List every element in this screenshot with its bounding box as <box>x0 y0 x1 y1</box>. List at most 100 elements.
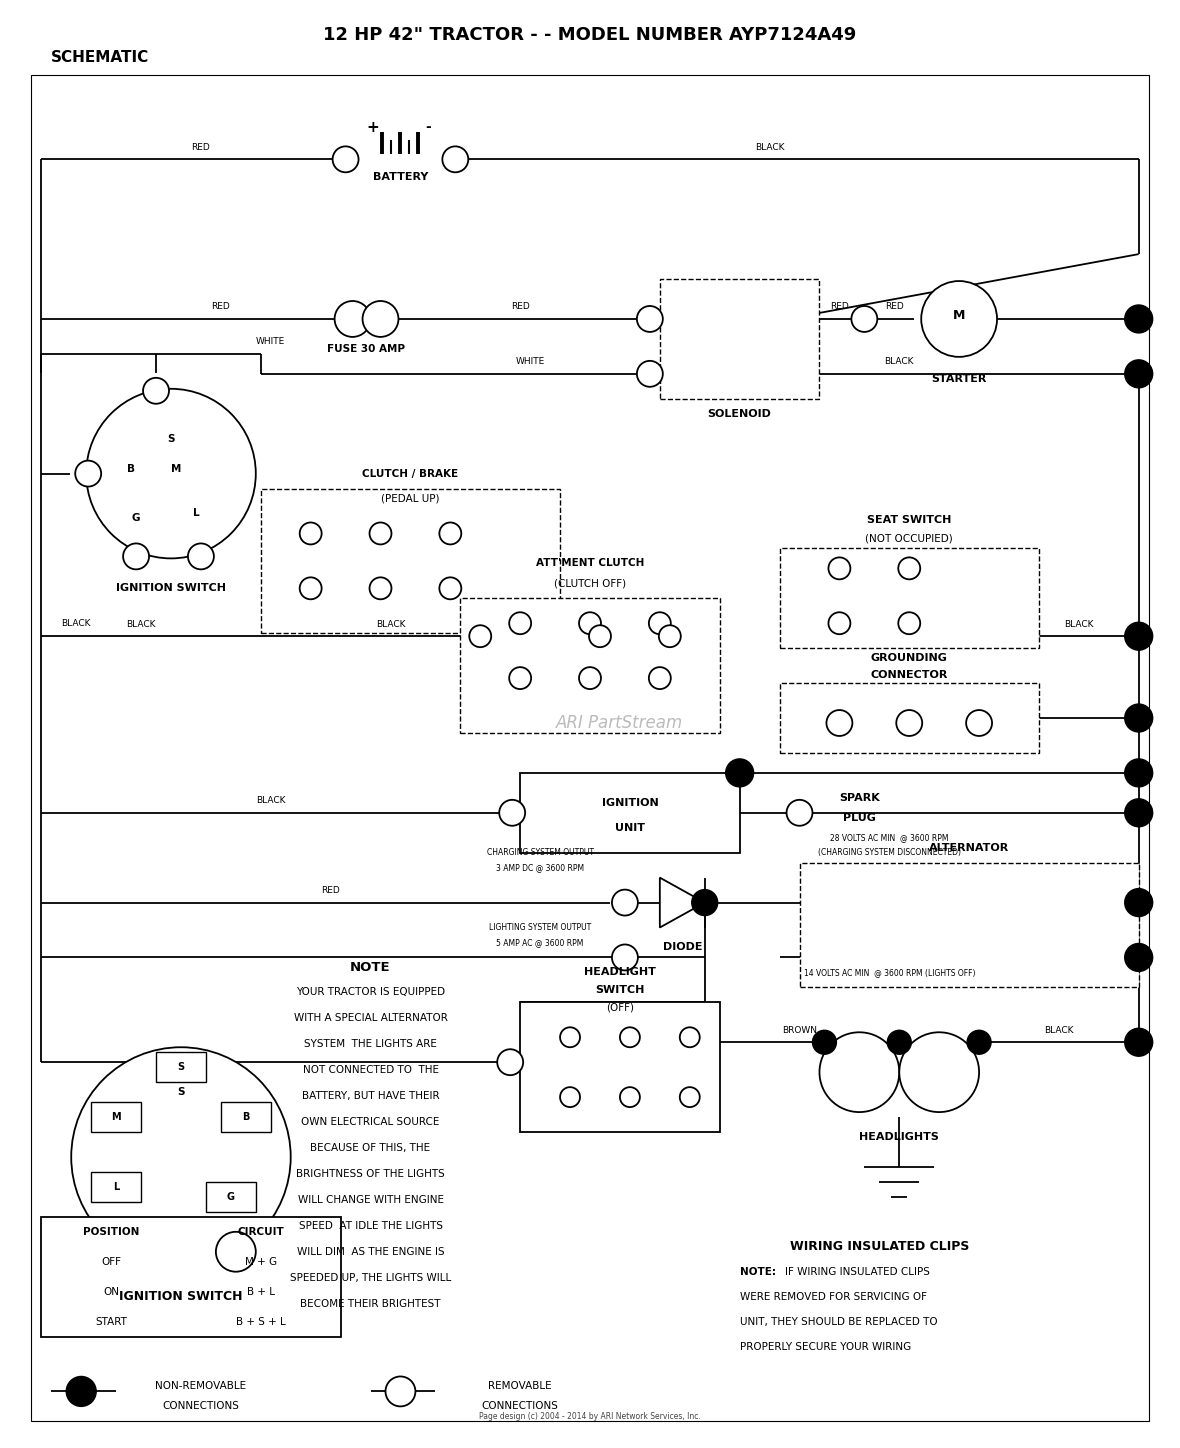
Bar <box>91 1102 142 1132</box>
Text: RED: RED <box>191 143 210 152</box>
Bar <box>800 863 1139 988</box>
Circle shape <box>439 523 461 544</box>
Bar <box>156 1053 205 1082</box>
Circle shape <box>66 1377 96 1406</box>
Circle shape <box>819 1032 899 1112</box>
Circle shape <box>787 799 813 825</box>
Text: WERE REMOVED FOR SERVICING OF: WERE REMOVED FOR SERVICING OF <box>740 1292 926 1302</box>
Bar <box>41 1216 341 1337</box>
Text: PLUG: PLUG <box>843 812 876 822</box>
Circle shape <box>188 543 214 569</box>
Text: BECOME THEIR BRIGHTEST: BECOME THEIR BRIGHTEST <box>300 1299 441 1309</box>
Text: BRIGHTNESS OF THE LIGHTS: BRIGHTNESS OF THE LIGHTS <box>296 1169 445 1179</box>
Circle shape <box>612 944 638 970</box>
Circle shape <box>813 1031 837 1054</box>
Text: G: G <box>132 514 140 524</box>
Circle shape <box>897 710 923 736</box>
Text: RED: RED <box>211 303 230 311</box>
Text: 3 AMP DC @ 3600 RPM: 3 AMP DC @ 3600 RPM <box>496 863 584 872</box>
Text: B: B <box>127 463 135 473</box>
Polygon shape <box>660 877 704 928</box>
Circle shape <box>612 889 638 915</box>
Text: BLACK: BLACK <box>1064 620 1094 628</box>
Text: BLACK: BLACK <box>885 358 914 366</box>
Text: CHARGING SYSTEM OUTPUT: CHARGING SYSTEM OUTPUT <box>486 849 594 857</box>
Circle shape <box>966 710 992 736</box>
Text: M: M <box>953 310 965 323</box>
Text: RED: RED <box>830 303 848 311</box>
Bar <box>460 598 720 733</box>
Text: DIODE: DIODE <box>663 943 702 953</box>
Bar <box>780 549 1038 649</box>
Circle shape <box>143 378 169 404</box>
Circle shape <box>680 1027 700 1047</box>
Circle shape <box>216 1232 256 1271</box>
Text: NOTE:: NOTE: <box>740 1267 775 1277</box>
Circle shape <box>852 306 877 332</box>
Text: M: M <box>111 1112 120 1122</box>
Text: BLACK: BLACK <box>256 796 286 805</box>
Circle shape <box>499 799 525 825</box>
Circle shape <box>620 1087 640 1108</box>
Text: SPEED  AT IDLE THE LIGHTS: SPEED AT IDLE THE LIGHTS <box>299 1221 442 1231</box>
Circle shape <box>510 613 531 634</box>
Circle shape <box>442 146 468 172</box>
Text: S: S <box>168 433 175 443</box>
Text: REMOVABLE: REMOVABLE <box>489 1381 552 1392</box>
Text: ATT'MENT CLUTCH: ATT'MENT CLUTCH <box>536 559 644 569</box>
Text: YOUR TRACTOR IS EQUIPPED: YOUR TRACTOR IS EQUIPPED <box>296 988 445 998</box>
Circle shape <box>579 613 601 634</box>
Text: RED: RED <box>321 886 340 895</box>
Circle shape <box>1125 799 1153 827</box>
Text: (CHARGING SYSTEM DISCONNECTED): (CHARGING SYSTEM DISCONNECTED) <box>818 849 961 857</box>
Circle shape <box>898 557 920 579</box>
Text: HEADLIGHTS: HEADLIGHTS <box>859 1132 939 1142</box>
Circle shape <box>828 557 851 579</box>
Text: B: B <box>242 1112 249 1122</box>
Circle shape <box>1125 759 1153 786</box>
Bar <box>221 1102 270 1132</box>
Text: OFF: OFF <box>101 1257 122 1267</box>
Text: L: L <box>192 508 199 518</box>
Text: (CLUTCH OFF): (CLUTCH OFF) <box>553 578 627 588</box>
Text: FUSE 30 AMP: FUSE 30 AMP <box>327 343 405 353</box>
Circle shape <box>589 626 611 647</box>
Circle shape <box>369 578 392 599</box>
Circle shape <box>691 889 717 915</box>
Text: SWITCH: SWITCH <box>595 986 644 995</box>
Text: OWN ELECTRICAL SOURCE: OWN ELECTRICAL SOURCE <box>301 1116 440 1127</box>
Text: 28 VOLTS AC MIN  @ 3600 RPM: 28 VOLTS AC MIN @ 3600 RPM <box>830 833 949 843</box>
Text: (PEDAL UP): (PEDAL UP) <box>381 494 440 504</box>
Text: WITH A SPECIAL ALTERNATOR: WITH A SPECIAL ALTERNATOR <box>294 1014 447 1024</box>
Text: POSITION: POSITION <box>83 1226 139 1237</box>
Text: NON-REMOVABLE: NON-REMOVABLE <box>156 1381 247 1392</box>
Text: B + S + L: B + S + L <box>236 1316 286 1326</box>
Circle shape <box>560 1027 581 1047</box>
Bar <box>780 683 1038 753</box>
Bar <box>261 488 560 633</box>
Circle shape <box>620 1027 640 1047</box>
Text: HEADLIGHT: HEADLIGHT <box>584 967 656 977</box>
Circle shape <box>362 301 399 337</box>
Bar <box>520 1002 720 1132</box>
Text: G: G <box>227 1192 235 1202</box>
Text: IGNITION SWITCH: IGNITION SWITCH <box>116 584 227 594</box>
Circle shape <box>887 1031 911 1054</box>
Text: IGNITION SWITCH: IGNITION SWITCH <box>119 1290 243 1303</box>
Circle shape <box>300 578 322 599</box>
Circle shape <box>560 1087 581 1108</box>
Circle shape <box>1125 944 1153 972</box>
Text: BROWN: BROWN <box>782 1025 817 1035</box>
Text: BATTERY: BATTERY <box>373 172 428 182</box>
Circle shape <box>1125 306 1153 333</box>
Text: 5 AMP AC @ 3600 RPM: 5 AMP AC @ 3600 RPM <box>497 938 584 947</box>
Text: CIRCUIT: CIRCUIT <box>237 1226 284 1237</box>
Text: BECAUSE OF THIS, THE: BECAUSE OF THIS, THE <box>310 1142 431 1153</box>
Text: BLACK: BLACK <box>126 620 156 628</box>
Text: NOT CONNECTED TO  THE: NOT CONNECTED TO THE <box>302 1066 439 1076</box>
Bar <box>660 279 819 398</box>
Text: BLACK: BLACK <box>61 618 91 628</box>
Circle shape <box>510 668 531 689</box>
Circle shape <box>898 613 920 634</box>
Circle shape <box>1125 361 1153 388</box>
